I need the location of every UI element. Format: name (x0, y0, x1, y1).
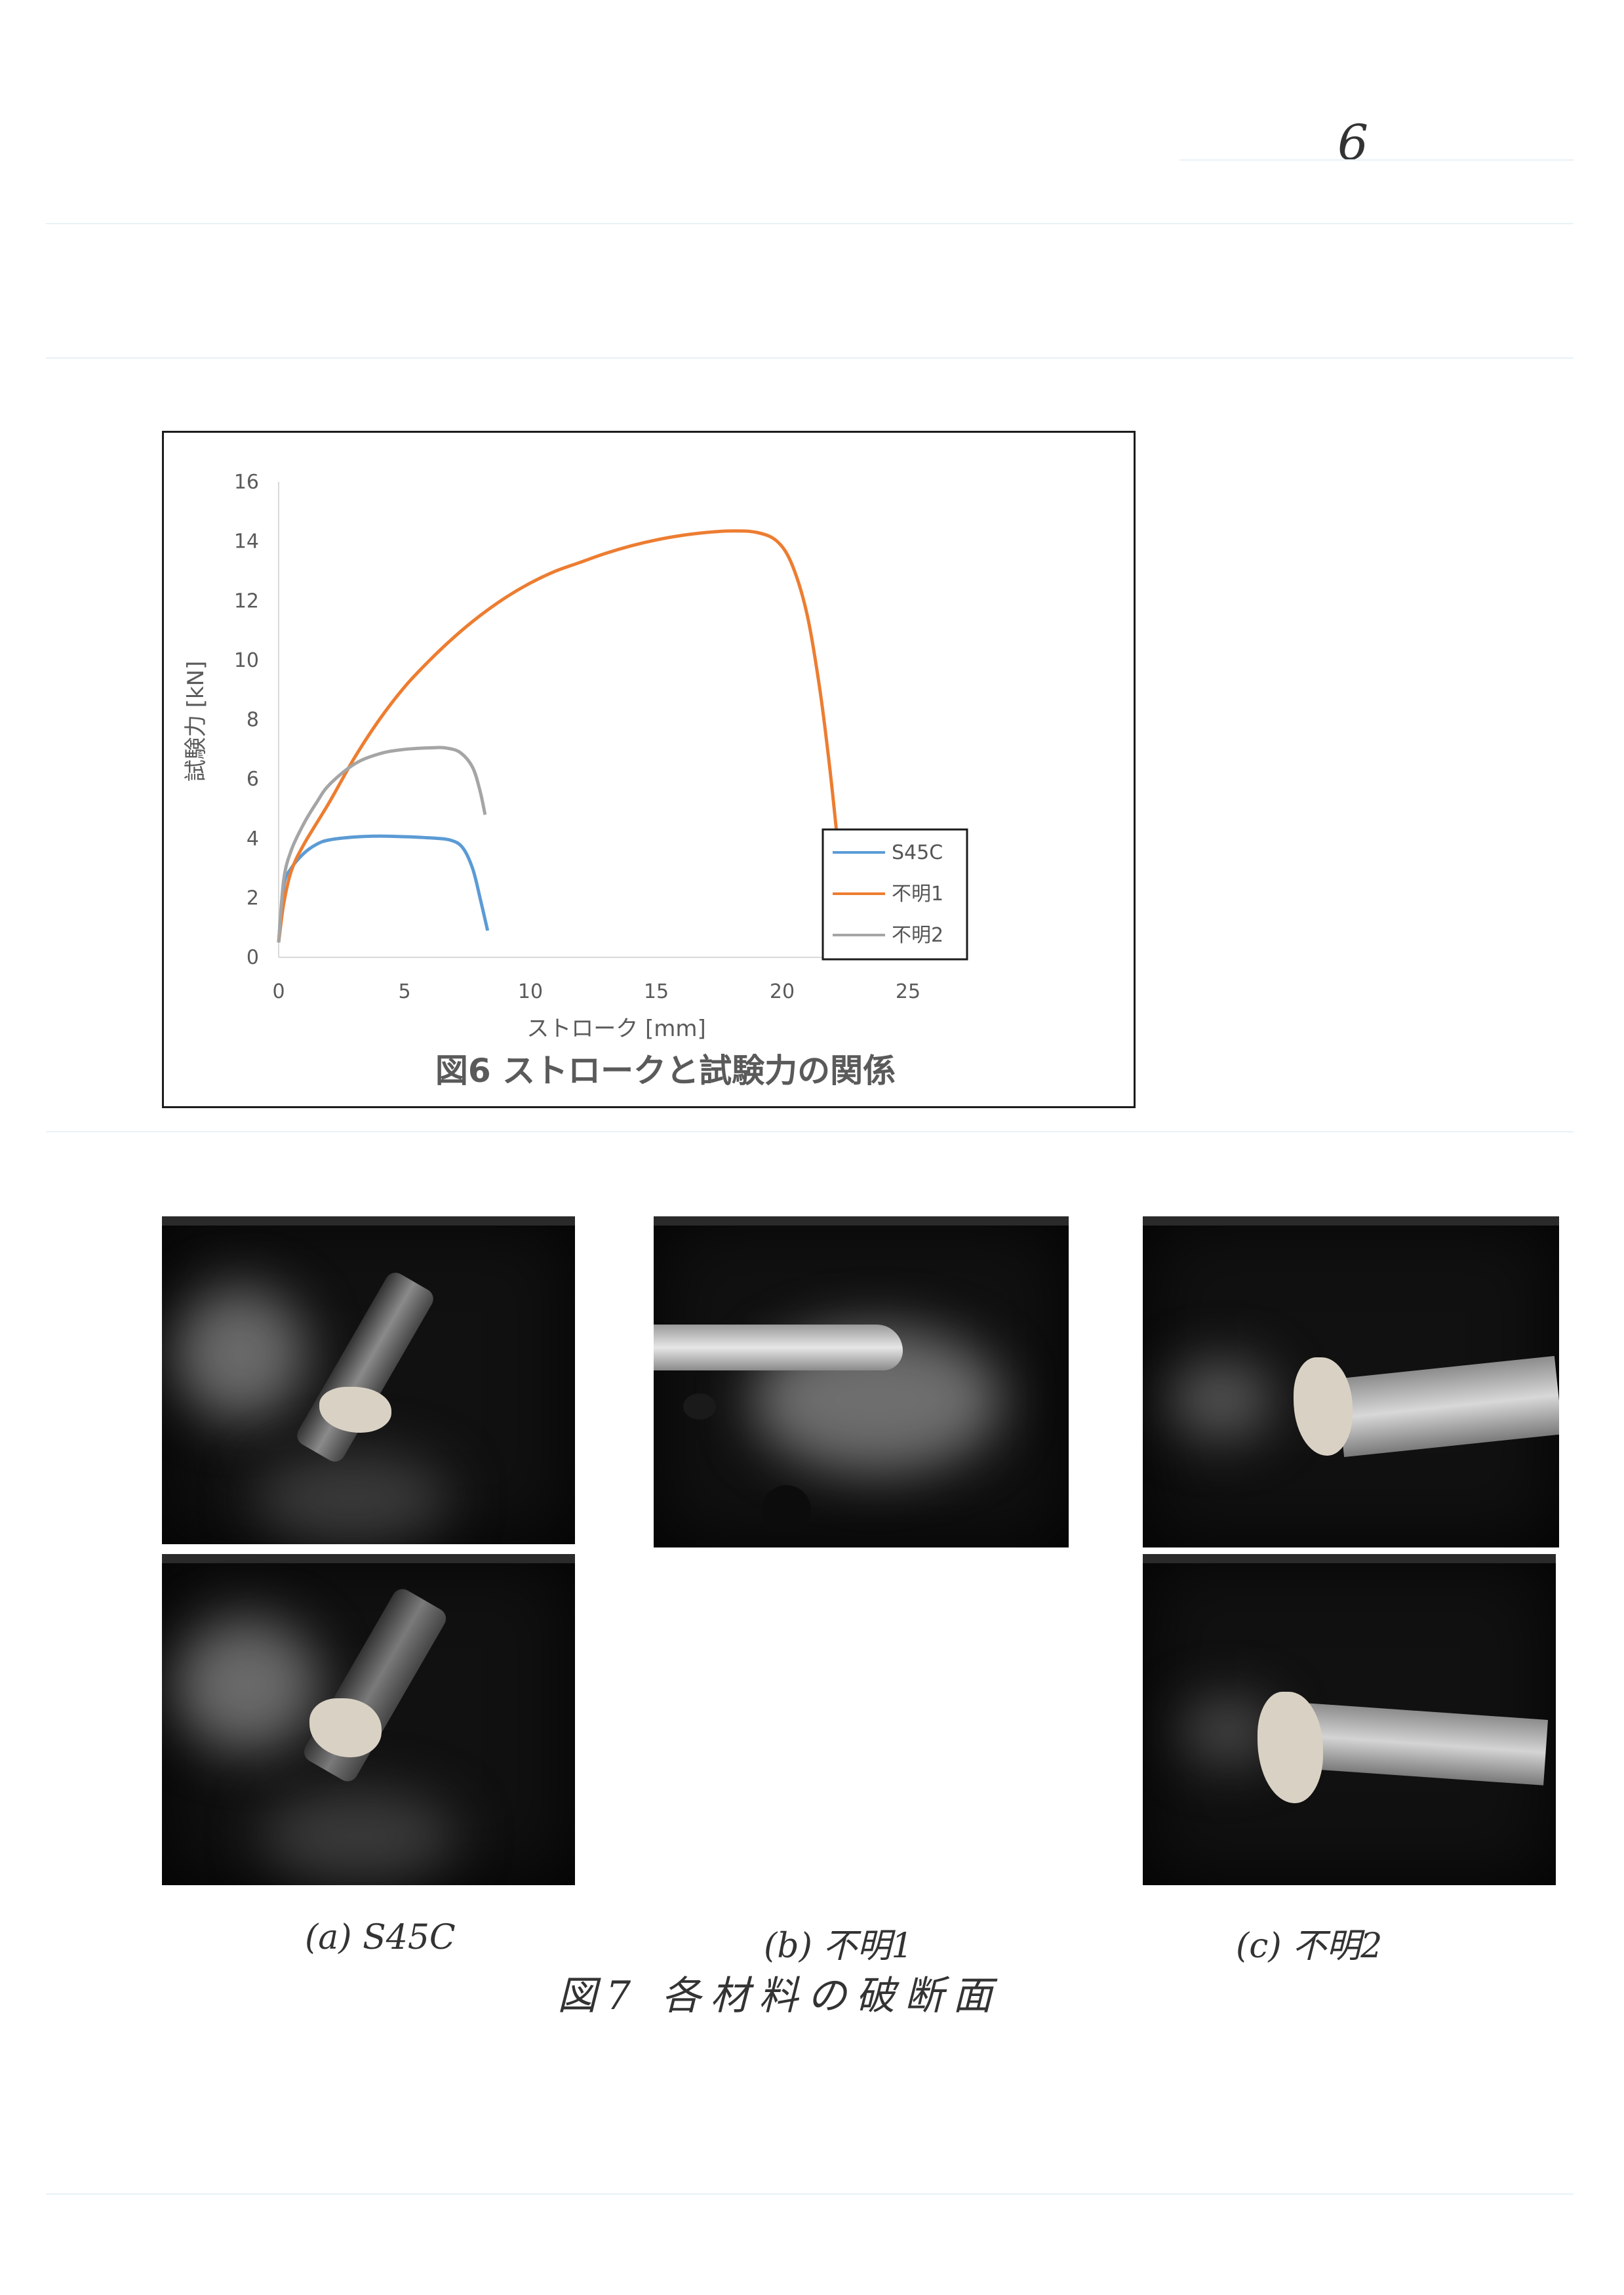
x-tick-label: 25 (896, 980, 921, 1003)
specimen-rod (293, 1269, 437, 1466)
y-axis-label: 試験力 [kN] (183, 661, 209, 782)
photo-header-bar (162, 1554, 575, 1563)
photo-glare (175, 1620, 319, 1751)
ruled-line (46, 1131, 1574, 1132)
y-tick-label: 6 (247, 768, 259, 791)
legend-entry: S45C (892, 841, 943, 864)
series-line-1 (279, 836, 488, 942)
x-tick-label: 15 (644, 980, 669, 1003)
photo-header-bar (1143, 1216, 1559, 1226)
photo-glare (1169, 1361, 1274, 1439)
specimen-rod (1336, 1356, 1559, 1457)
y-tick-label: 14 (234, 530, 259, 553)
x-tick-label: 5 (398, 980, 410, 1003)
ruled-line (1180, 159, 1574, 161)
specimen-rod (654, 1325, 903, 1370)
series-line-2 (279, 531, 838, 943)
chart-legend: S45C 不明1 不明2 (823, 829, 967, 959)
x-tick-label: 0 (272, 980, 285, 1003)
fracture-photo-c-bottom (1143, 1554, 1556, 1885)
photo-header-bar (654, 1216, 1069, 1226)
fracture-surface (1294, 1357, 1353, 1456)
legend-entry: 不明1 (892, 883, 943, 906)
series-line-3 (279, 748, 485, 942)
photo-header-bar (1143, 1554, 1556, 1563)
legend-entry: 不明2 (892, 924, 943, 947)
fracture-photo-a-top (162, 1216, 575, 1544)
photo-label-c: (c) 不明2 (1236, 1918, 1382, 1967)
ruled-line (46, 357, 1574, 359)
x-axis-label: ストローク [mm] (526, 1016, 706, 1042)
figure7-caption: 図7 各材料の破断面 (557, 1964, 1001, 2021)
stage-hole (683, 1393, 716, 1420)
ruled-line (46, 2193, 1574, 2195)
y-tick-label: 12 (234, 589, 259, 612)
figure6-chart: 0 2 4 6 8 10 12 14 16 0 5 10 15 20 25 試験力 [kN] ストローク [… (162, 431, 1136, 1108)
ruled-line (46, 223, 1574, 224)
photo-label-a: (a) S45C (305, 1918, 456, 1957)
photo-header-bar (162, 1216, 575, 1226)
figure6-caption: 図6 ストロークと試験力の関係 (435, 1052, 896, 1090)
fracture-photo-a-bottom (162, 1554, 575, 1885)
photo-glare (260, 1790, 457, 1882)
specimen-rod (1301, 1703, 1548, 1786)
stroke-force-chart: 0 2 4 6 8 10 12 14 16 0 5 10 15 20 25 試験力 [kN] ストローク [… (164, 433, 1134, 1106)
page-number: 6 (1337, 115, 1368, 171)
x-tick-label: 20 (770, 980, 795, 1003)
specimen-rod (300, 1586, 450, 1786)
y-tick-label: 10 (234, 649, 259, 672)
y-tick-label: 0 (247, 946, 259, 969)
y-tick-label: 4 (247, 828, 259, 850)
x-tick-label: 10 (518, 980, 543, 1003)
y-tick-label: 16 (234, 471, 259, 494)
photo-glare (254, 1452, 450, 1544)
photo-label-b: (b) 不明1 (764, 1918, 913, 1967)
stage-hole (762, 1485, 811, 1534)
fracture-photo-b (654, 1216, 1069, 1547)
y-tick-label: 8 (247, 709, 259, 732)
fracture-photo-c-top (1143, 1216, 1559, 1547)
photo-glare (175, 1288, 306, 1420)
y-tick-label: 2 (247, 887, 259, 909)
